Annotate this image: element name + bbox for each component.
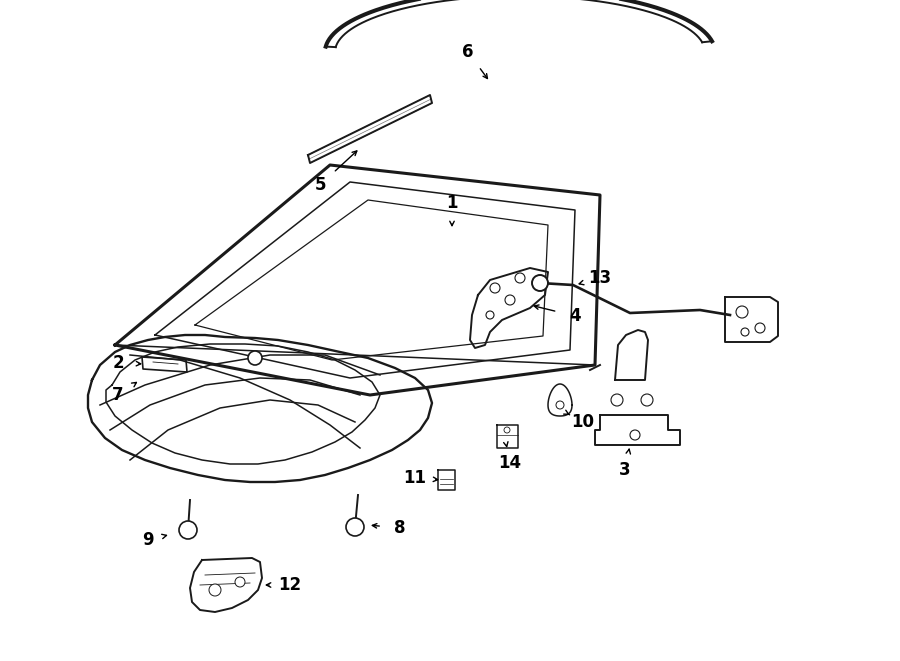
Circle shape — [630, 430, 640, 440]
Circle shape — [346, 518, 364, 536]
Circle shape — [490, 283, 500, 293]
Circle shape — [209, 584, 221, 596]
Circle shape — [486, 311, 494, 319]
Circle shape — [741, 328, 749, 336]
Circle shape — [556, 401, 564, 409]
Circle shape — [755, 323, 765, 333]
Circle shape — [515, 273, 525, 283]
Circle shape — [532, 275, 548, 291]
Circle shape — [248, 351, 262, 365]
Text: 10: 10 — [572, 413, 595, 431]
Text: 5: 5 — [314, 176, 326, 194]
Circle shape — [504, 427, 510, 433]
Circle shape — [505, 295, 515, 305]
Text: 1: 1 — [446, 194, 458, 212]
Text: 13: 13 — [589, 269, 612, 287]
Text: 9: 9 — [142, 531, 154, 549]
Text: 8: 8 — [394, 519, 406, 537]
Circle shape — [736, 306, 748, 318]
Text: 7: 7 — [112, 386, 124, 404]
Text: 12: 12 — [278, 576, 302, 594]
Text: 3: 3 — [619, 461, 631, 479]
Circle shape — [641, 394, 653, 406]
Circle shape — [235, 577, 245, 587]
Text: 11: 11 — [403, 469, 427, 487]
Text: 14: 14 — [499, 454, 522, 472]
Text: 4: 4 — [569, 307, 580, 325]
Text: 2: 2 — [112, 354, 124, 372]
Text: 6: 6 — [463, 43, 473, 61]
Circle shape — [611, 394, 623, 406]
Circle shape — [179, 521, 197, 539]
